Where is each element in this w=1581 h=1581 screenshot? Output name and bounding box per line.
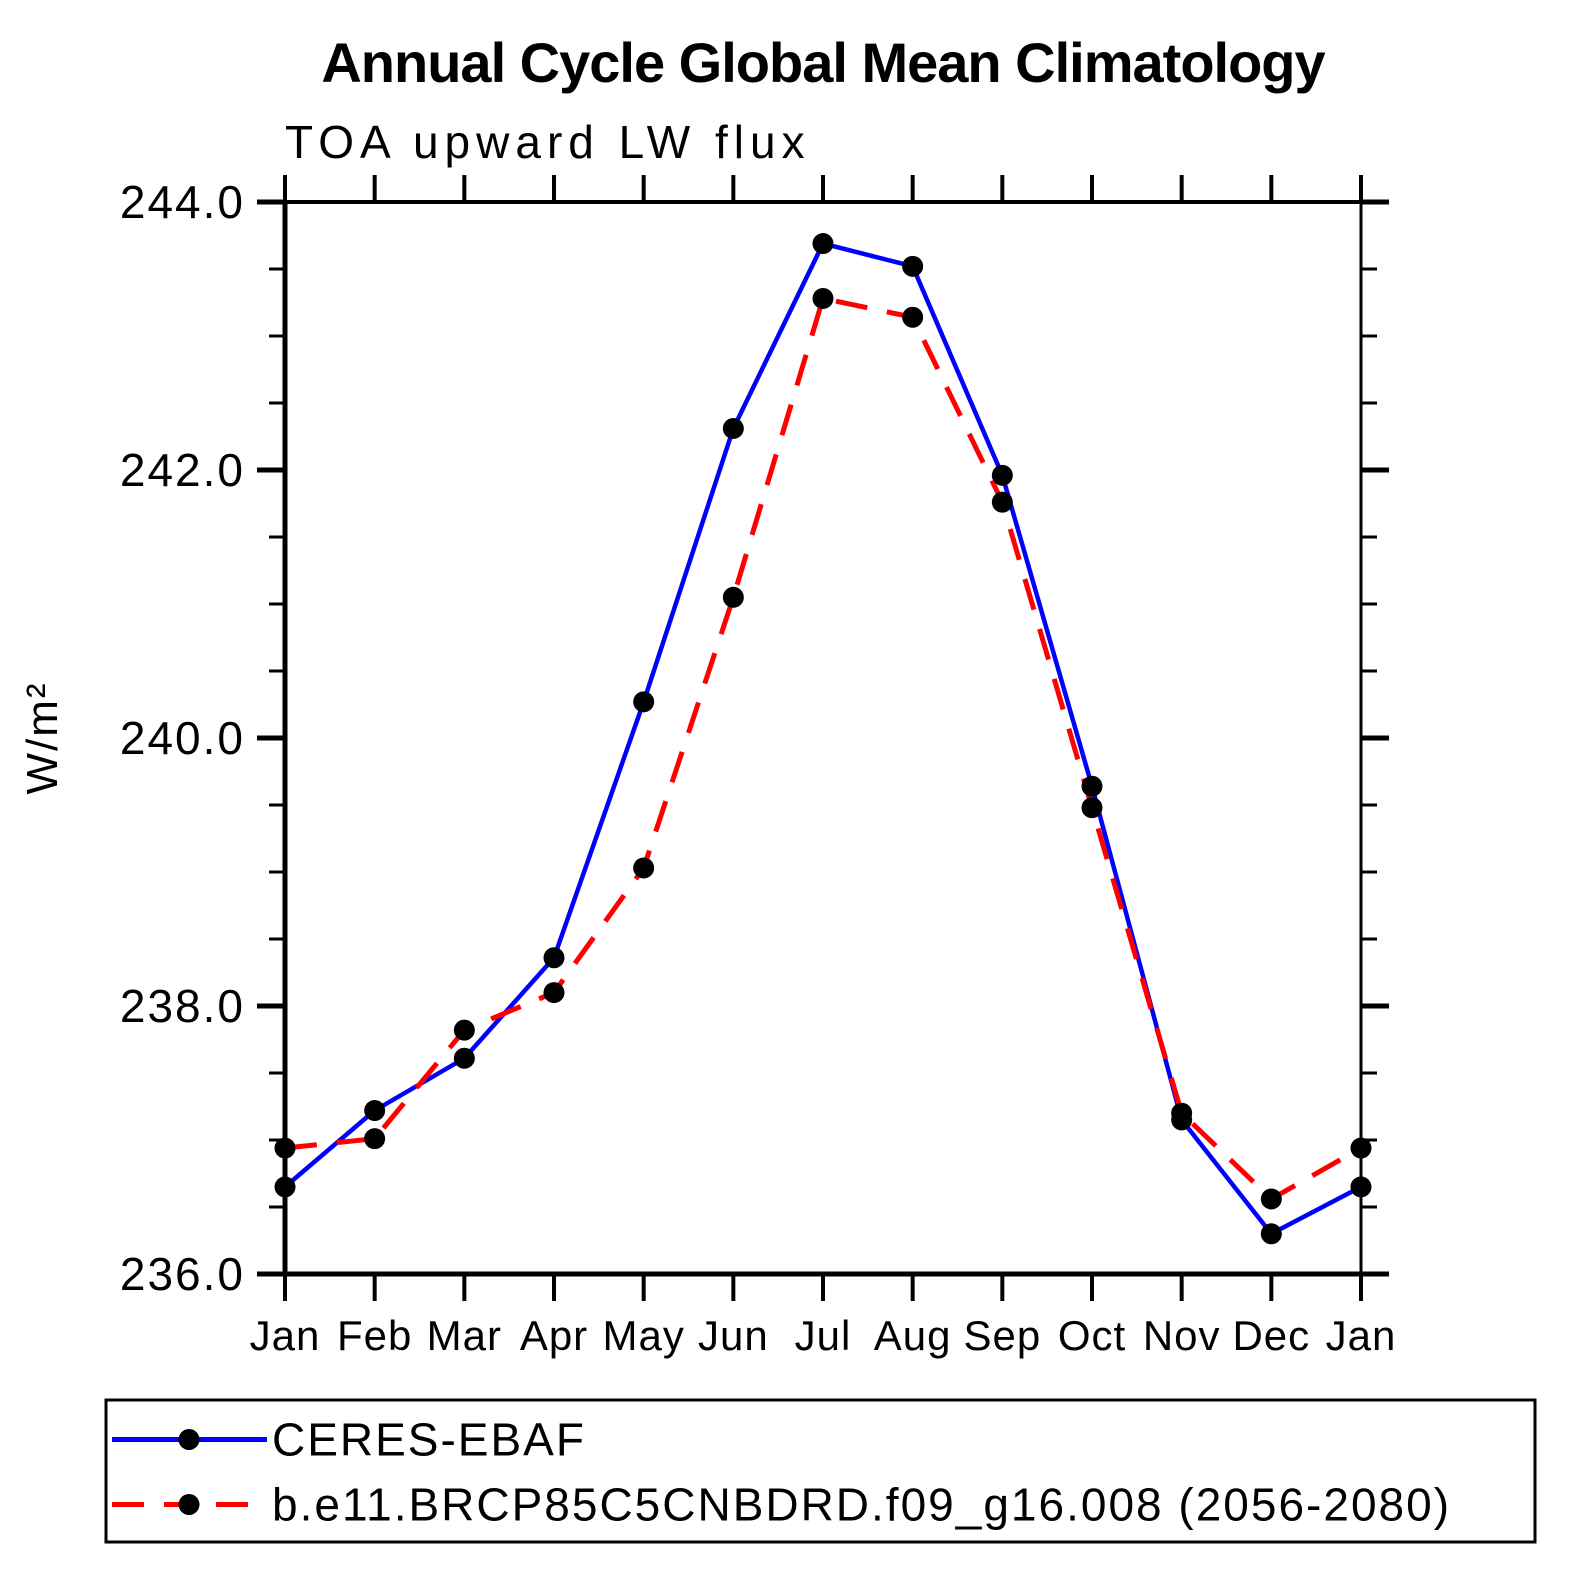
x-tick-label: Dec [1232, 1312, 1310, 1359]
y-tick-label: 240.0 [120, 712, 245, 764]
x-tick-label: Jan [250, 1312, 321, 1359]
x-tick-label: Feb [337, 1312, 412, 1359]
data-point-marker [1171, 1102, 1193, 1124]
y-tick-label: 236.0 [120, 1248, 245, 1300]
data-point-marker [902, 255, 924, 277]
data-point-marker [543, 982, 565, 1004]
data-point-marker [722, 586, 744, 608]
data-point-marker [1260, 1223, 1282, 1245]
y-tick-label: 244.0 [120, 176, 245, 228]
data-point-marker [453, 1019, 475, 1041]
data-point-marker [274, 1176, 296, 1198]
y-tick-label: 238.0 [120, 980, 245, 1032]
data-point-marker [1350, 1137, 1372, 1159]
x-tick-label: Apr [520, 1312, 588, 1359]
legend-sample-marker [178, 1494, 200, 1515]
data-point-marker [633, 691, 655, 713]
chart-subtitle: TOA upward LW flux [285, 116, 811, 168]
data-point-marker [1081, 797, 1103, 819]
legend-box [104, 1398, 1537, 1544]
data-point-marker [364, 1128, 386, 1150]
x-tick-label: Sep [963, 1312, 1041, 1359]
data-point-marker [1350, 1176, 1372, 1198]
x-tick-label: Nov [1143, 1312, 1221, 1359]
data-point-marker [1260, 1188, 1282, 1210]
legend: CERES-EBAF b.e11.BRCP85C5CNBDRD.f09_g16.0… [104, 1398, 1537, 1544]
data-point-marker [991, 491, 1013, 513]
series-lines [283, 240, 1363, 1237]
data-point-marker [543, 947, 565, 969]
plot-axes [257, 175, 1389, 1301]
y-tick-labels: 236.0 238.0 240.0 242.0 244.0 [120, 176, 245, 1300]
legend-entry-label: b.e11.BRCP85C5CNBDRD.f09_g16.008 (2056-2… [272, 1479, 1451, 1531]
data-point-marker [902, 306, 924, 328]
y-axis-label: W/m² [18, 681, 67, 794]
x-tick-label: Oct [1058, 1312, 1126, 1359]
data-point-marker [812, 287, 834, 309]
x-tick-label: Jun [698, 1312, 769, 1359]
series-line-model [284, 295, 1363, 1203]
data-point-markers [274, 233, 1372, 1245]
x-tick-label: Aug [874, 1312, 952, 1359]
x-tick-label: Jan [1326, 1312, 1397, 1359]
x-tick-labels: Jan Feb Mar Apr May Jun Jul Aug Sep Oct Nov Dec Jan [250, 1312, 1397, 1359]
legend-sample-marker [178, 1429, 200, 1450]
data-point-marker [991, 464, 1013, 486]
series-line-ceres-ebaf [283, 240, 1363, 1237]
x-tick-label: Jul [795, 1312, 852, 1359]
x-tick-label: Mar [427, 1312, 502, 1359]
data-point-marker [364, 1100, 386, 1122]
legend-entry-label: CERES-EBAF [272, 1414, 586, 1466]
y-tick-label: 242.0 [120, 444, 245, 496]
data-point-marker [633, 857, 655, 879]
x-tick-label: May [602, 1312, 684, 1359]
data-point-marker [453, 1047, 475, 1069]
data-point-marker [274, 1137, 296, 1159]
chart-title: Annual Cycle Global Mean Climatology [321, 31, 1325, 94]
data-point-marker [812, 233, 834, 255]
data-point-marker [1081, 775, 1103, 797]
data-point-marker [722, 417, 744, 439]
